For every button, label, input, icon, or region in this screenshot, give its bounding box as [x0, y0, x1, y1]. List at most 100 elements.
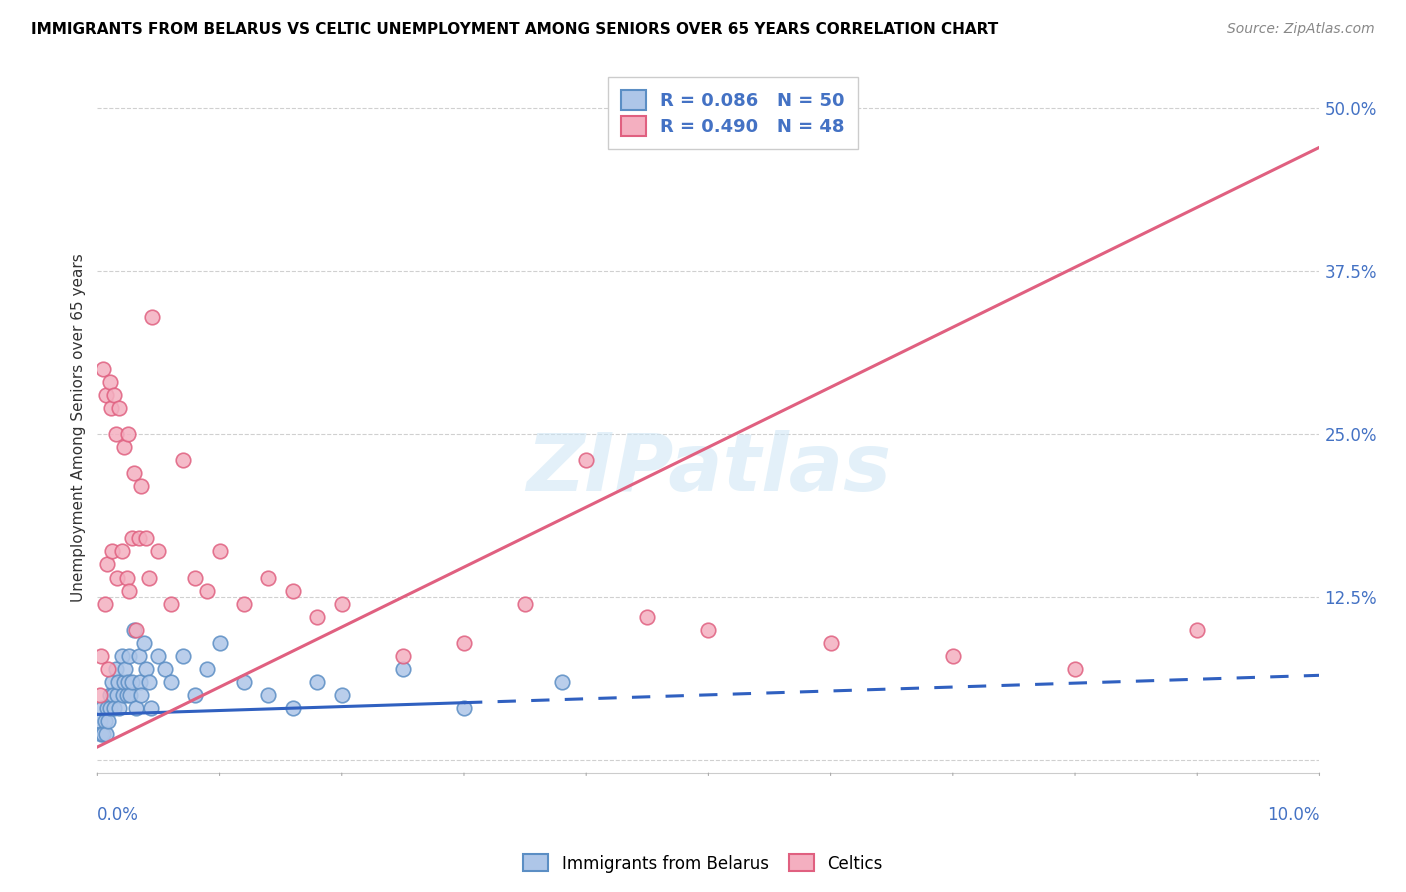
- Point: [125, 623, 148, 637]
- Point: [307, 674, 329, 689]
- Point: [307, 609, 329, 624]
- Point: [195, 662, 218, 676]
- Point: [98, 688, 121, 702]
- Point: [100, 401, 122, 415]
- Point: [121, 674, 143, 689]
- Point: [93, 597, 115, 611]
- Point: [942, 648, 965, 663]
- Point: [208, 544, 231, 558]
- Point: [91, 701, 114, 715]
- Point: [392, 662, 415, 676]
- Point: [233, 597, 256, 611]
- Legend: Immigrants from Belarus, Celtics: Immigrants from Belarus, Celtics: [517, 847, 889, 880]
- Point: [159, 597, 181, 611]
- Point: [129, 674, 152, 689]
- Point: [120, 688, 142, 702]
- Point: [101, 544, 124, 558]
- Point: [392, 648, 415, 663]
- Point: [96, 701, 118, 715]
- Point: [184, 570, 207, 584]
- Point: [551, 674, 574, 689]
- Y-axis label: Unemployment Among Seniors over 65 years: Unemployment Among Seniors over 65 years: [72, 253, 86, 602]
- Point: [128, 648, 150, 663]
- Point: [453, 636, 475, 650]
- Point: [513, 597, 536, 611]
- Point: [148, 648, 170, 663]
- Point: [97, 662, 120, 676]
- Point: [281, 583, 304, 598]
- Point: [453, 701, 475, 715]
- Point: [139, 701, 162, 715]
- Text: IMMIGRANTS FROM BELARUS VS CELTIC UNEMPLOYMENT AMONG SENIORS OVER 65 YEARS CORRE: IMMIGRANTS FROM BELARUS VS CELTIC UNEMPL…: [31, 22, 998, 37]
- Point: [104, 427, 127, 442]
- Legend: R = 0.086   N = 50, R = 0.490   N = 48: R = 0.086 N = 50, R = 0.490 N = 48: [607, 78, 858, 149]
- Point: [117, 674, 139, 689]
- Text: 10.0%: 10.0%: [1267, 805, 1319, 823]
- Point: [575, 453, 598, 467]
- Point: [118, 583, 141, 598]
- Point: [115, 688, 138, 702]
- Point: [96, 558, 118, 572]
- Point: [172, 648, 194, 663]
- Point: [111, 648, 134, 663]
- Point: [89, 688, 111, 702]
- Point: [112, 440, 135, 454]
- Point: [138, 674, 160, 689]
- Point: [257, 688, 280, 702]
- Point: [97, 714, 120, 728]
- Point: [1187, 623, 1209, 637]
- Point: [141, 310, 163, 324]
- Point: [117, 427, 139, 442]
- Point: [330, 688, 353, 702]
- Point: [93, 362, 115, 376]
- Point: [132, 636, 155, 650]
- Point: [330, 597, 353, 611]
- Point: [101, 674, 124, 689]
- Point: [93, 714, 115, 728]
- Point: [105, 570, 128, 584]
- Point: [148, 544, 170, 558]
- Point: [108, 701, 131, 715]
- Point: [93, 727, 115, 741]
- Point: [159, 674, 181, 689]
- Point: [281, 701, 304, 715]
- Point: [820, 636, 842, 650]
- Point: [105, 688, 128, 702]
- Point: [111, 688, 134, 702]
- Point: [122, 467, 145, 481]
- Point: [103, 388, 125, 402]
- Point: [115, 570, 138, 584]
- Point: [135, 662, 157, 676]
- Point: [153, 662, 176, 676]
- Point: [118, 648, 141, 663]
- Point: [98, 701, 121, 715]
- Point: [697, 623, 720, 637]
- Point: [138, 570, 160, 584]
- Point: [184, 688, 207, 702]
- Point: [98, 375, 121, 389]
- Point: [636, 609, 658, 624]
- Point: [135, 532, 157, 546]
- Point: [90, 648, 112, 663]
- Point: [233, 674, 256, 689]
- Point: [112, 674, 135, 689]
- Point: [208, 636, 231, 650]
- Text: Source: ZipAtlas.com: Source: ZipAtlas.com: [1227, 22, 1375, 37]
- Text: 0.0%: 0.0%: [97, 805, 139, 823]
- Point: [108, 401, 131, 415]
- Point: [114, 662, 136, 676]
- Point: [103, 701, 125, 715]
- Text: ZIPatlas: ZIPatlas: [526, 430, 891, 508]
- Point: [94, 727, 117, 741]
- Point: [94, 388, 117, 402]
- Point: [257, 570, 280, 584]
- Point: [107, 674, 129, 689]
- Point: [121, 532, 143, 546]
- Point: [125, 701, 148, 715]
- Point: [131, 479, 153, 493]
- Point: [104, 662, 127, 676]
- Point: [89, 714, 111, 728]
- Point: [103, 688, 125, 702]
- Point: [122, 623, 145, 637]
- Point: [172, 453, 194, 467]
